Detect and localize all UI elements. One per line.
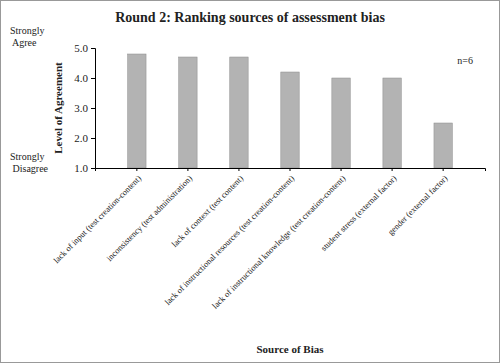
x-tick-mark [187, 168, 188, 171]
y-tick: 4.0 [74, 72, 95, 84]
frame [1, 1, 500, 363]
y-tick: 3.0 [74, 102, 95, 114]
y-tick-label: 1.0 [74, 162, 88, 174]
x-axis-line [96, 169, 486, 172]
bar [230, 57, 248, 168]
title: Round 2: Ranking sources of assessment b… [115, 10, 385, 25]
annotation: Strongly Disagree [10, 151, 49, 174]
y-tick: 1.0 [74, 162, 95, 174]
x-axis: lack of input (test creation-content)inc… [51, 168, 485, 311]
bars [128, 54, 453, 168]
x-tick: inconsistency (test administration) [104, 168, 194, 263]
y-tick: 2.0 [74, 132, 95, 144]
x-tick-label: gender (external factor) [386, 173, 450, 237]
y-tick-label: 5.0 [74, 42, 88, 54]
bar [281, 72, 299, 168]
x-tick: lack of input (test creation-content) [51, 168, 143, 265]
x-tick-mark [238, 168, 239, 171]
y-tick-label: 3.0 [74, 102, 88, 114]
x-axis-title: Source of Bias [256, 343, 324, 355]
y-tick-mark [91, 48, 95, 49]
x-tick-mark [443, 168, 444, 171]
y-axis-title: Level of Agreement [52, 62, 64, 154]
x-tick: gender (external factor) [386, 168, 450, 237]
y-tick-mark [91, 168, 95, 169]
x-tick-mark [341, 168, 342, 171]
y-tick-label: 4.0 [74, 72, 88, 84]
x-tick-mark [392, 168, 393, 171]
y-tick: 5.0 [74, 42, 95, 54]
annotation: Strongly Agree [10, 25, 44, 48]
x-tick-label: student stress (external factor) [319, 173, 399, 253]
y-axis: 1.0 2.0 3.0 4.0 5.0 [74, 42, 95, 174]
x-tick: student stress (external factor) [319, 168, 399, 253]
x-tick-label: lack of input (test creation-content) [51, 173, 143, 265]
chart: Round 2: Ranking sources of assessment b… [0, 0, 500, 363]
x-tick-label: inconsistency (test administration) [104, 173, 194, 263]
x-tick-mark [290, 168, 291, 171]
y-tick-label: 2.0 [74, 132, 88, 144]
bar [383, 78, 401, 168]
bar [332, 78, 350, 168]
bar [128, 54, 146, 168]
y-axis-line [91, 49, 96, 169]
y-tick-mark [91, 108, 95, 109]
bar [179, 57, 197, 168]
y-tick-mark [91, 78, 95, 79]
x-tick-mark [136, 168, 137, 171]
annotation: n=6 [457, 55, 473, 66]
y-tick-mark [91, 138, 95, 139]
bar [434, 123, 452, 168]
